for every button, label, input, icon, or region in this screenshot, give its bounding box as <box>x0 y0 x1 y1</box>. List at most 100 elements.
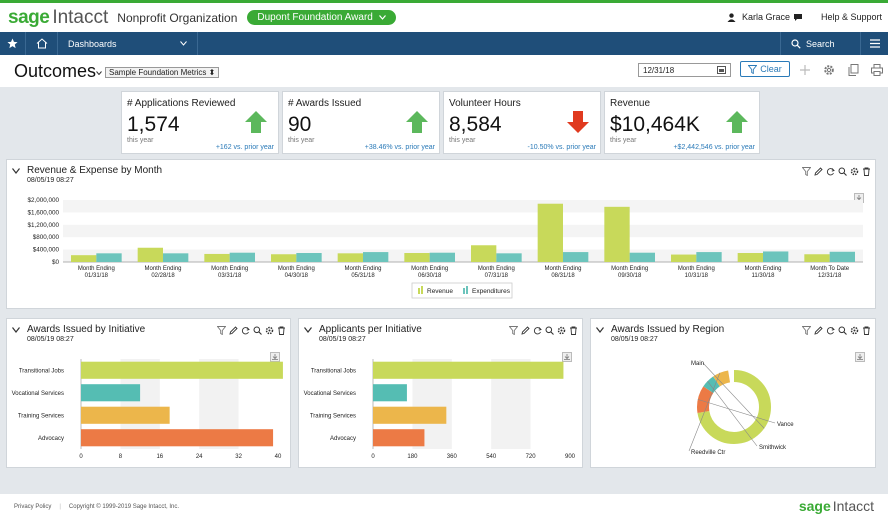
edit-icon[interactable] <box>813 325 823 335</box>
edit-icon[interactable] <box>520 325 530 335</box>
awards-region-chart: Main Vance Smithwick Reedville Ctr <box>688 361 794 456</box>
revenue-bar <box>337 253 363 262</box>
filter-icon[interactable] <box>801 325 811 335</box>
bar <box>373 384 407 402</box>
revenue-expense-chart: $2,000,000 $1,600,000 $1,200,000 $800,000 $4… <box>27 197 863 299</box>
trash-icon[interactable] <box>861 325 871 335</box>
expenditures-bar <box>229 252 255 262</box>
gear-icon[interactable] <box>822 63 836 77</box>
search-icon[interactable] <box>837 166 847 176</box>
expenditures-bar <box>829 251 855 262</box>
dashboard-select-value: Sample Foundation Metrics <box>109 68 207 77</box>
print-icon[interactable] <box>870 63 884 77</box>
kpi-value: 8,584 <box>449 113 502 136</box>
gear-icon[interactable] <box>556 325 566 335</box>
collapse-chevron-icon[interactable] <box>596 327 604 333</box>
x-tick-label: 0 <box>371 454 375 460</box>
clear-filter-button[interactable]: Clear <box>740 61 790 77</box>
refresh-icon[interactable] <box>532 325 542 335</box>
expenditures-bar <box>363 252 389 262</box>
menu-button[interactable] <box>860 32 888 55</box>
copy-icon[interactable] <box>846 63 860 77</box>
trash-icon[interactable] <box>568 325 578 335</box>
search-icon[interactable] <box>252 325 262 335</box>
dashboard-select[interactable]: Sample Foundation Metrics ⬍ <box>96 67 220 78</box>
favorites-button[interactable] <box>0 32 26 55</box>
awards-initiative-chart: Transitional Jobs Vocational Services Trai… <box>12 359 283 460</box>
kpi-value: $10,464K <box>610 113 700 136</box>
kpi-volunteer-hours[interactable]: Volunteer Hours 8,584 this year -10.50% … <box>443 91 601 154</box>
panel-title: Revenue & Expense by Month <box>27 165 163 176</box>
filter-icon[interactable] <box>508 325 518 335</box>
edit-icon[interactable] <box>813 166 823 176</box>
dashboard-toolbar: Outcomes Sample Foundation Metrics ⬍ 12/… <box>0 55 888 87</box>
slice-label: Vance <box>777 422 794 428</box>
edit-icon[interactable] <box>228 325 238 335</box>
x-tick-label: 8 <box>119 454 123 460</box>
gear-icon[interactable] <box>849 166 859 176</box>
kpi-applications-reviewed[interactable]: # Applications Reviewed 1,574 this year … <box>121 91 279 154</box>
trash-icon[interactable] <box>861 166 871 176</box>
kpi-period: this year <box>610 137 637 144</box>
collapse-chevron-icon[interactable] <box>304 327 312 333</box>
refresh-icon[interactable] <box>825 166 835 176</box>
global-search-button[interactable]: Search <box>780 32 860 55</box>
awards-initiative-panel: Awards Issued by Initiative 08/05/19 08:… <box>6 318 291 468</box>
download-icon[interactable] <box>562 352 572 362</box>
dashboards-menu[interactable]: Dashboards <box>58 32 198 55</box>
slice-label: Main <box>691 361 704 367</box>
gear-icon[interactable] <box>849 325 859 335</box>
x-tick-label: 05/31/18 <box>351 273 375 279</box>
entity-selector[interactable]: Dupont Foundation Award <box>247 10 396 25</box>
as-of-date-input[interactable]: 12/31/18 <box>638 63 731 77</box>
refresh-icon[interactable] <box>240 325 250 335</box>
x-tick-label: 02/28/18 <box>151 273 175 279</box>
filter-icon[interactable] <box>216 325 226 335</box>
collapse-chevron-icon[interactable] <box>12 327 20 333</box>
help-support-link[interactable]: Help & Support <box>793 12 882 22</box>
calendar-icon[interactable] <box>717 66 726 74</box>
category-label: Advocacy <box>330 436 356 442</box>
kpi-title: Revenue <box>610 98 651 109</box>
kpi-revenue[interactable]: Revenue $10,464K this year +$2,442,546 v… <box>604 91 760 154</box>
add-icon[interactable] <box>798 63 812 77</box>
expenditures-bar <box>496 253 522 262</box>
download-icon[interactable] <box>270 352 280 362</box>
download-icon[interactable] <box>855 352 865 362</box>
grid-band <box>63 200 863 213</box>
user-icon <box>727 12 736 22</box>
collapse-chevron-icon[interactable] <box>12 168 20 174</box>
refresh-icon[interactable] <box>825 325 835 335</box>
bar <box>373 406 447 424</box>
top-bar: sage Intacct Nonprofit Organization Dupo… <box>0 3 888 32</box>
x-tick-label: 08/31/18 <box>551 273 575 279</box>
app-logo[interactable]: sage Intacct <box>8 7 108 29</box>
arrow-down-icon <box>567 111 589 133</box>
privacy-policy-link[interactable]: Privacy Policy <box>14 504 52 510</box>
company-name[interactable]: Nonprofit Organization <box>117 10 238 25</box>
search-icon[interactable] <box>544 325 554 335</box>
search-icon[interactable] <box>837 325 847 335</box>
logo-brand: sage <box>8 6 50 28</box>
x-tick-label: Month Ending <box>478 266 515 272</box>
x-tick-label: 32 <box>235 454 242 460</box>
category-label: Transitional Jobs <box>19 368 64 374</box>
x-tick-label: Month Ending <box>411 266 448 272</box>
grid-band <box>63 224 863 238</box>
legend-label: Revenue <box>427 288 453 295</box>
panel-tools <box>508 325 578 335</box>
hamburger-icon <box>869 39 880 48</box>
user-menu[interactable]: Karla Grace <box>727 12 790 22</box>
bar <box>81 361 283 379</box>
revenue-bar <box>671 254 697 262</box>
filter-icon[interactable] <box>801 166 811 176</box>
home-button[interactable] <box>26 32 58 55</box>
gear-icon[interactable] <box>264 325 274 335</box>
donut-slice <box>697 370 771 444</box>
x-tick-label: Month Ending <box>344 266 381 272</box>
kpi-awards-issued[interactable]: # Awards Issued 90 this year +38.46% vs.… <box>282 91 440 154</box>
trash-icon[interactable] <box>276 325 286 335</box>
arrow-up-icon <box>726 111 748 133</box>
x-tick-label: 06/30/18 <box>418 273 442 279</box>
legend-swatch <box>463 288 465 294</box>
